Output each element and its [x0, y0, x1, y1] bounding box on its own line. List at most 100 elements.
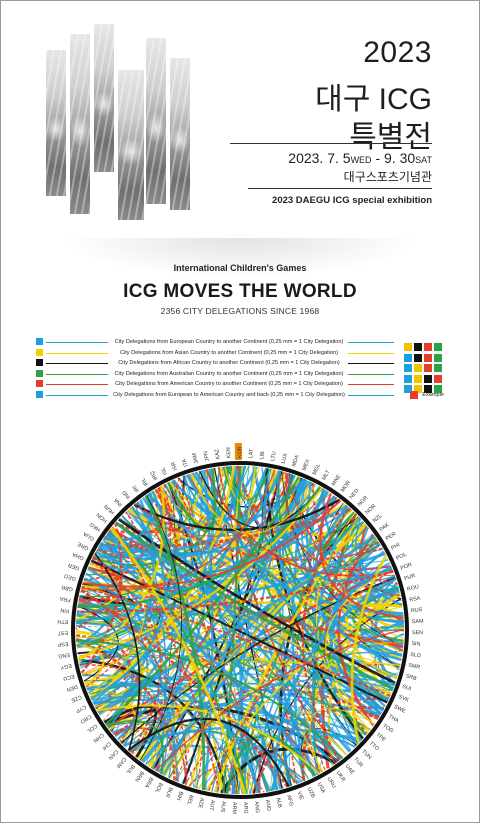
delegation-chord [106, 720, 165, 774]
delegation-chord [189, 466, 257, 787]
country-code-label: BUL [124, 763, 135, 775]
legend-line [46, 373, 108, 375]
country-code-label: AUT [208, 799, 216, 811]
delegation-chord [96, 466, 226, 554]
date-start: 2023. 7. 5 [288, 150, 351, 166]
delegation-chord [231, 468, 272, 794]
country-code-label: BRN [133, 770, 144, 783]
country-code-label: IRL [140, 476, 150, 486]
delegation-chord [128, 730, 303, 783]
delegation-chord [301, 506, 351, 762]
country-code-label: MOR [340, 480, 352, 494]
delegation-chord [208, 569, 393, 792]
legend-row: City Delegations from African Country to… [36, 358, 444, 372]
legend-target-square [424, 364, 432, 372]
delegation-chord [76, 465, 246, 647]
country-code-label: RUS [411, 607, 423, 614]
legend-swatch [36, 390, 43, 398]
legend-swatch [36, 369, 43, 377]
delegation-chord [110, 527, 247, 795]
legend-target-square [424, 374, 432, 383]
delegation-chord [329, 550, 385, 715]
country-code-label: IRQ [149, 470, 159, 481]
country-code-label: PUR [403, 573, 416, 582]
country-code-label: INA [113, 496, 124, 507]
country-code-label: SAM [412, 619, 424, 626]
delegation-chord [360, 628, 405, 645]
country-code-label: ITA [181, 458, 189, 468]
country-code-label: URU [325, 776, 336, 789]
delegation-chord [105, 476, 300, 726]
country-code-label: LTU [270, 451, 278, 462]
legend-line [46, 363, 108, 364]
country-code-label: AUS [219, 801, 226, 813]
legend-target-square [404, 364, 412, 372]
delegation-chord [190, 473, 316, 535]
delegation-chord [149, 641, 404, 768]
delegation-chord [76, 642, 105, 687]
country-code-label: JAM [191, 452, 200, 464]
delegation-chord [304, 557, 388, 777]
legend-line [348, 352, 394, 354]
country-code-label: AFG [285, 794, 294, 806]
delegation-chord [131, 471, 285, 755]
country-code-label: SVK [397, 694, 410, 704]
legend-text: City Delegations from European Country t… [114, 339, 344, 345]
country-code-label: HKG [89, 521, 102, 533]
legend-line [348, 363, 394, 364]
delegation-chord [187, 474, 395, 577]
delegation-chord [91, 693, 381, 716]
country-code-label: BEL [185, 794, 194, 805]
country-code-label: TPE [375, 732, 387, 743]
legend-target-square [414, 364, 422, 372]
country-code-label: TUR [352, 756, 364, 768]
country-code-label: MGL [312, 463, 322, 476]
country-code-label: THA [387, 714, 400, 725]
delegation-chord [158, 593, 401, 773]
country-code-label: AND [264, 799, 272, 811]
delegation-chord [342, 515, 403, 654]
delegation-chord [77, 654, 177, 782]
country-code-label: GRE [76, 540, 89, 551]
legend-swatch [36, 380, 43, 387]
delegation-chord [80, 523, 123, 674]
country-code-label: ROU [407, 584, 420, 593]
legend-line [46, 384, 108, 385]
legend-target-square [404, 385, 412, 393]
delegation-chord [75, 626, 405, 632]
delegation-chord [77, 605, 119, 682]
country-code-label: BLR [164, 786, 174, 798]
delegation-chord [296, 710, 347, 773]
legend-target-squares [402, 370, 444, 383]
country-code-label: ANG [253, 801, 260, 813]
legend-line [348, 373, 394, 375]
country-code-label: KEN [226, 447, 233, 459]
date-start-day: WED [350, 155, 372, 165]
legend-target-square [414, 353, 422, 362]
country-code-label: USA [316, 782, 327, 795]
delegation-chord [111, 526, 221, 793]
country-code-label: AZE [196, 797, 204, 809]
photo-strip [70, 34, 90, 214]
delegation-chord [224, 466, 260, 503]
country-code-label: BIH [175, 790, 184, 801]
legend-target-square [414, 343, 422, 351]
delegation-chord [77, 477, 180, 609]
country-code-label: IRI [132, 484, 141, 493]
date-separator: - [371, 150, 385, 166]
country-code-label: GBR [61, 583, 74, 592]
legend-target-square [424, 353, 432, 362]
delegation-chord [79, 664, 142, 743]
delegation-chord [90, 465, 236, 701]
country-code-label: CYP [74, 703, 87, 714]
legend-target-square [434, 343, 442, 351]
country-code-label: BRA [143, 776, 154, 789]
legend-text: City Delegations from African Country to… [118, 360, 340, 366]
legend-target-squares [402, 380, 444, 393]
country-code-label: UZB [306, 786, 316, 799]
legend-target-square [424, 385, 432, 393]
country-code-label: ALB [275, 797, 283, 809]
country-code-label: CHI [101, 740, 112, 751]
delegation-chord [86, 682, 261, 794]
headline-kicker: International Children's Games [173, 263, 307, 273]
